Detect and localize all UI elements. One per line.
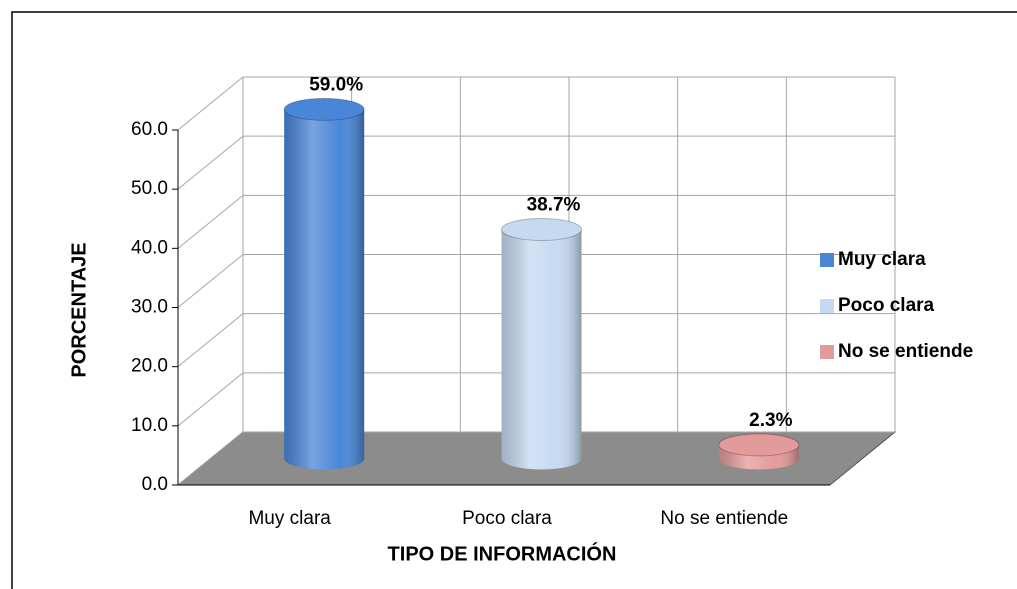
grid-line: [177, 135, 895, 190]
y-tick-label: 60.0: [131, 119, 168, 140]
grid-line: [177, 194, 895, 249]
y-axis-title: PORCENTAJE: [68, 242, 90, 377]
grid-line: [177, 76, 895, 131]
y-tick-label: 30.0: [131, 297, 168, 318]
value-label: 59.0%: [309, 74, 363, 95]
x-tick-label: Muy clara: [248, 508, 331, 529]
legend-label: Poco clara: [838, 295, 935, 316]
grid-line: [177, 313, 895, 368]
bar-shade: [501, 229, 582, 470]
x-axis-title: TIPO DE INFORMACIÓN: [388, 541, 617, 565]
y-tick-label: 20.0: [131, 356, 168, 377]
x-tick-label: Poco clara: [462, 508, 552, 529]
grid-line: [177, 372, 895, 427]
bar-shade: [284, 109, 365, 470]
legend-swatch: [820, 299, 834, 313]
y-tick-label: 40.0: [131, 237, 168, 258]
bar-top: [501, 218, 582, 242]
value-label: 38.7%: [527, 195, 581, 216]
grid-line: [177, 431, 895, 486]
y-tick-label: 0.0: [142, 474, 168, 495]
value-label: 2.3%: [749, 410, 792, 431]
legend-swatch: [820, 253, 834, 267]
legend-swatch: [820, 345, 834, 359]
frame: [11, 11, 1017, 589]
legend-label: Muy clara: [838, 249, 926, 270]
bar-top: [718, 433, 800, 457]
bar-top: [283, 97, 365, 121]
y-tick-label: 50.0: [131, 178, 168, 199]
x-tick-label: No se entiende: [660, 508, 788, 529]
legend-label: No se entiende: [838, 341, 973, 362]
grid-line: [177, 254, 895, 308]
y-tick-label: 10.0: [131, 415, 168, 436]
